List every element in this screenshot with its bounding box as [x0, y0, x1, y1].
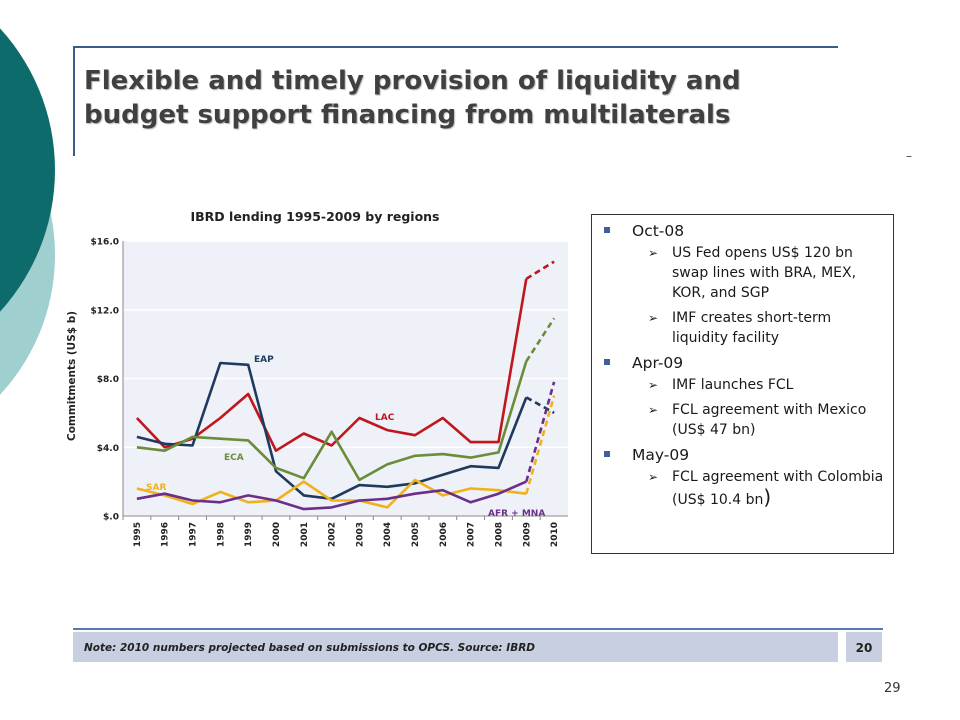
series-line [136, 360, 528, 482]
square-bullet-icon [604, 359, 610, 365]
heading-may-09: May-09 [632, 446, 690, 464]
bullet-heading: Apr-09 [598, 353, 887, 373]
y-axis-label: Commitments (US$ b) [66, 311, 78, 441]
y-tick-label: $.0 [103, 513, 119, 523]
sub-bullet: ➢ FCL agreement with Mexico (US$ 47 bn) [598, 400, 887, 440]
series-label-eap: EAP [254, 355, 274, 365]
slide-title: Flexible and timely provision of liquidi… [84, 66, 741, 130]
arrow-bullet-icon: ➢ [648, 378, 659, 392]
series-projection-line [525, 260, 555, 280]
y-tick-label: $4.0 [97, 444, 119, 454]
y-tick-label: $16.0 [91, 238, 119, 248]
arrow-bullet-icon: ➢ [648, 403, 659, 417]
dark-teal-circle [0, 28, 55, 312]
title-top-rule [73, 46, 838, 48]
heading-apr-09: Apr-09 [632, 354, 684, 372]
series-label-lac: LAC [375, 413, 395, 423]
sub-bullet-text: US Fed opens US$ 120 bn swap lines with … [672, 245, 857, 301]
series-projection-line [525, 395, 556, 495]
x-tick-label: 2000 [272, 522, 282, 547]
title-left-rule [73, 46, 75, 156]
series-label-afr-mna: AFR + MNA [488, 509, 545, 519]
sub-bullet-text: FCL agreement with Mexico (US$ 47 bn) [672, 402, 867, 438]
chart-title: IBRD lending 1995-2009 by regions [191, 209, 440, 224]
series-line [136, 480, 527, 511]
square-bullet-icon [604, 227, 610, 233]
x-tick-label: 2003 [355, 522, 365, 547]
sub-bullet: ➢ FCL agreement with Colombia (US$ 10.4 b… [598, 467, 887, 510]
x-tick-label: 2006 [439, 522, 449, 547]
arrow-bullet-icon: ➢ [648, 470, 659, 484]
events-box: Oct-08 ➢ US Fed opens US$ 120 bn swap lin… [591, 214, 894, 554]
slide-number: 29 [884, 681, 901, 696]
x-tick-label: 2005 [411, 522, 421, 547]
x-tick-label: 2001 [300, 522, 310, 547]
sub-bullet-text: FCL agreement with Colombia (US$ 10.4 bn [672, 469, 884, 508]
x-tick-label: 2007 [467, 522, 477, 547]
x-tick-label: 1995 [133, 522, 143, 547]
heading-oct-08: Oct-08 [632, 222, 685, 240]
series-line [136, 361, 528, 501]
ibrd-lending-chart: IBRD lending 1995-2009 by regions Commit… [66, 209, 568, 547]
sub-bullet: ➢ IMF launches FCL [598, 375, 887, 395]
series-line [135, 278, 528, 452]
series-projection-line [525, 317, 556, 363]
x-tick-label: 1997 [189, 522, 199, 547]
decorative-circles [0, 28, 55, 395]
sub-bullet: ➢ IMF creates short-term liquidity facili… [598, 308, 887, 348]
x-tick-label: 1996 [161, 522, 171, 547]
arrow-bullet-icon: ➢ [648, 311, 659, 325]
dash-mark: – [906, 149, 912, 163]
x-tick-label: 1999 [244, 522, 254, 547]
closing-paren: ) [763, 485, 772, 509]
sub-bullet: ➢ US Fed opens US$ 120 bn swap lines with… [598, 243, 887, 303]
sub-bullet-text: IMF creates short-term liquidity facilit… [672, 310, 832, 346]
x-tick-label: 1998 [216, 522, 226, 547]
x-tick-label: 2002 [328, 522, 338, 547]
x-tick-label: 2008 [494, 522, 504, 547]
square-bullet-icon [604, 451, 610, 457]
x-tick-label: 2010 [550, 522, 560, 547]
sub-bullet-text: IMF launches FCL [672, 377, 794, 393]
x-tick-label: 2004 [383, 522, 393, 547]
note-bar [73, 632, 838, 662]
series-projection-line [525, 381, 556, 482]
series-projection-line [525, 396, 555, 415]
series-label-eca: ECA [224, 453, 244, 463]
y-tick-label: $8.0 [97, 375, 119, 385]
bullet-heading: May-09 [598, 445, 887, 465]
x-tick-label: 2009 [522, 522, 532, 547]
note-rule [73, 628, 883, 630]
arrow-bullet-icon: ➢ [648, 246, 659, 260]
page-number-box: 20 [846, 632, 882, 662]
bullet-heading: Oct-08 [598, 221, 887, 241]
series-label-sar: SAR [146, 483, 166, 493]
y-tick-label: $12.0 [91, 306, 119, 316]
source-note: Note: 2010 numbers projected based on su… [84, 642, 536, 654]
